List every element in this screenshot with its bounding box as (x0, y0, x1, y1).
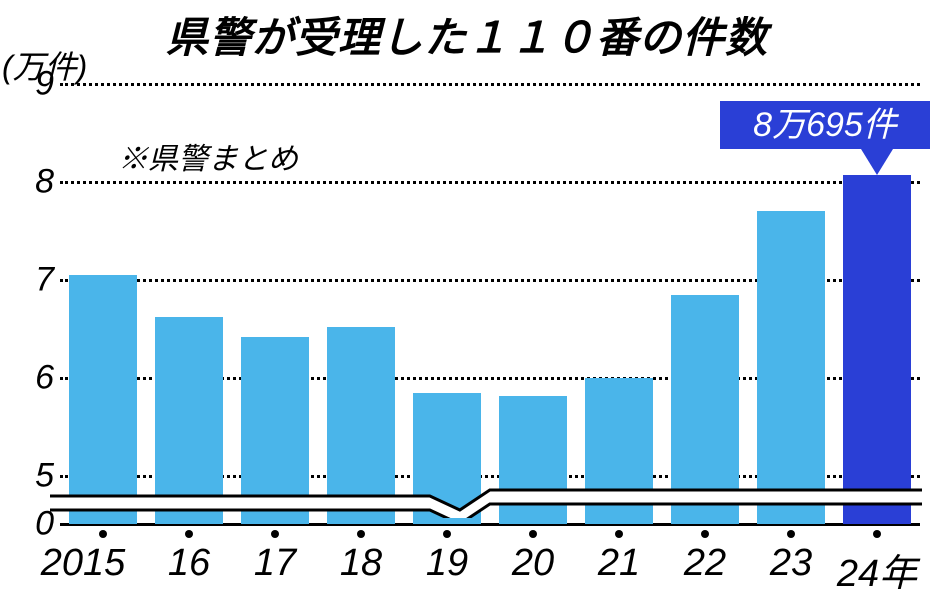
gridline (60, 83, 920, 86)
x-tick-dot (701, 530, 709, 538)
x-tick-label: 2015 (41, 542, 126, 585)
y-tick-label: 5 (35, 457, 60, 496)
x-tick-dot (615, 530, 623, 538)
x-tick-label: 23 (770, 542, 812, 585)
x-tick-dot (99, 530, 107, 538)
x-tick-label: 16 (168, 542, 210, 585)
x-tick-label: 18 (340, 542, 382, 585)
chart-title: 県警が受理した１１０番の件数 (0, 4, 934, 65)
bar (327, 327, 394, 524)
gridline (60, 181, 920, 184)
y-tick-label: 6 (35, 359, 60, 398)
bar (413, 393, 480, 524)
x-tick-dot (185, 530, 193, 538)
x-tick-label: 21 (598, 542, 640, 585)
x-tick-label: 19 (426, 542, 468, 585)
bar (757, 211, 824, 524)
bar (585, 378, 652, 524)
bar (499, 396, 566, 524)
x-tick-label: 22 (684, 542, 726, 585)
x-tick-dot (443, 530, 451, 538)
x-tick-label: 17 (254, 542, 296, 585)
x-tick-label: 24年 (837, 542, 917, 597)
x-tick-dot (873, 530, 881, 538)
bar (69, 275, 136, 524)
y-tick-label: 7 (35, 261, 60, 300)
y-tick-label: 0 (35, 505, 60, 544)
y-tick-label: 9 (35, 65, 60, 104)
y-tick-label: 8 (35, 163, 60, 202)
x-tick-label: 20 (512, 542, 554, 585)
bar-highlight (843, 175, 910, 524)
x-tick-dot (529, 530, 537, 538)
x-tick-dot (271, 530, 279, 538)
x-tick-dot (787, 530, 795, 538)
bar (671, 295, 738, 524)
bar (241, 337, 308, 524)
plot-area: 056789 (60, 84, 920, 524)
bar (155, 317, 222, 524)
x-tick-dot (357, 530, 365, 538)
chart-container: 県警が受理した１１０番の件数 (万件) 8万695件 ※県警まとめ 056789… (0, 0, 934, 600)
